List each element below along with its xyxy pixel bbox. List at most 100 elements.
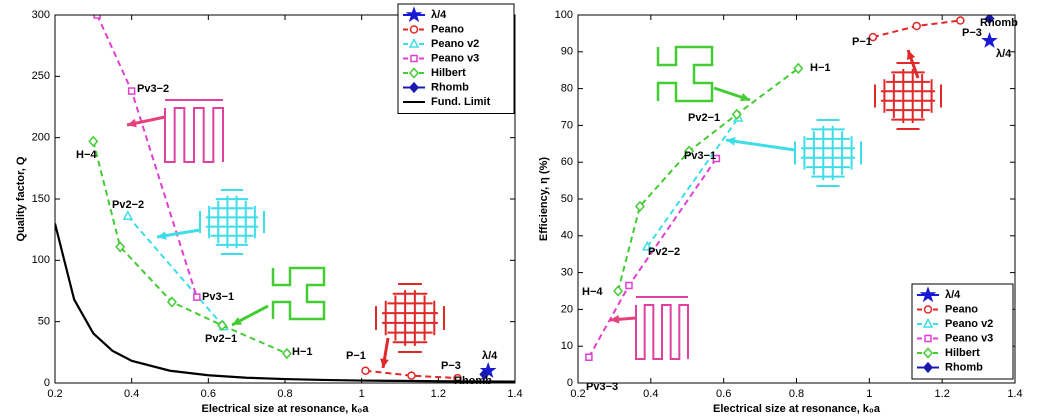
series <box>984 15 995 25</box>
axes-frame <box>54 14 516 384</box>
marker <box>641 240 653 251</box>
x-tick-label: 1.4 <box>507 388 522 400</box>
arrow-head <box>157 231 167 240</box>
annotation: Pv2−1 <box>688 112 720 124</box>
annotation: λ/4 <box>482 350 498 362</box>
meander-icon <box>164 107 224 163</box>
marker <box>731 108 742 120</box>
series-line <box>55 223 515 383</box>
y-tick-label: 50 <box>561 193 573 205</box>
legend-marker <box>410 54 418 63</box>
marker <box>281 347 292 360</box>
annotation: H−4 <box>76 149 97 161</box>
marker <box>88 135 99 147</box>
meander-icon <box>635 304 689 360</box>
x-tick-label: 1 <box>866 388 872 400</box>
legend-marker <box>408 81 420 94</box>
series <box>868 16 965 42</box>
arrow-head <box>232 316 242 325</box>
annotation: Pv2−1 <box>205 333 237 345</box>
y-tick-label: 40 <box>561 230 573 242</box>
annotation: Rhomb <box>980 17 1018 29</box>
series <box>981 31 998 48</box>
series <box>93 15 201 301</box>
legend-label: Peano v3 <box>945 332 993 344</box>
x-tick-label: 0.2 <box>47 388 62 400</box>
annotation: P−3 <box>441 360 461 372</box>
marker <box>634 200 645 212</box>
y-tick-label: 250 <box>32 70 50 82</box>
legend-label: Peano v3 <box>431 52 479 64</box>
y-tick-label: 30 <box>561 267 573 279</box>
y-tick-label: 0 <box>44 377 50 389</box>
legend-marker <box>408 67 420 79</box>
legend-marker <box>922 361 934 374</box>
icons <box>126 45 942 369</box>
series <box>585 154 721 361</box>
marker <box>956 16 965 25</box>
marker <box>625 281 633 290</box>
y-tick-label: 100 <box>32 254 50 266</box>
annotation: Pv3−3 <box>586 381 618 393</box>
x-tick-label: 0.8 <box>277 388 292 400</box>
x-axis-label: Electrical size at resonance, k₀a <box>202 403 370 415</box>
series <box>613 62 804 297</box>
x-tick-label: 1.2 <box>431 388 446 400</box>
marker <box>479 368 490 381</box>
y-axis-label: Quality factor, Q <box>15 156 27 241</box>
legend-label: λ/4 <box>945 289 961 301</box>
arrow-head <box>726 136 736 146</box>
axes-frame <box>577 14 1016 384</box>
annotation: Pv2−2 <box>648 246 680 258</box>
y-tick-label: 150 <box>32 193 50 205</box>
marker <box>712 154 721 163</box>
marker <box>122 210 134 220</box>
legend-marker <box>923 305 933 314</box>
annotation: P−3 <box>962 27 982 39</box>
y-tick-label: 60 <box>561 156 573 168</box>
legend-label: λ/4 <box>431 9 447 21</box>
annotation: Pv2−2 <box>112 199 144 211</box>
marker <box>912 21 921 31</box>
x-tick-label: 0.4 <box>643 388 658 400</box>
legend-label: Peano v2 <box>431 38 479 50</box>
x-tick-label: 0.4 <box>124 388 139 400</box>
arrow-head <box>740 93 750 102</box>
x-tick-label: 0.8 <box>789 388 804 400</box>
marker <box>93 15 101 19</box>
marker <box>407 371 416 380</box>
legend-label: Hilbert <box>945 347 980 359</box>
annotation: H−1 <box>292 346 313 358</box>
annotation: Pv3−1 <box>684 150 716 162</box>
legend-label: Peano <box>431 23 464 35</box>
x-tick-label: 1 <box>359 388 365 400</box>
arrow-head <box>127 118 137 128</box>
marker <box>981 31 998 48</box>
marker <box>684 145 695 157</box>
x-tick-label: 1.2 <box>935 388 950 400</box>
hilbert-icon <box>271 266 326 321</box>
annotation: P−1 <box>346 350 366 362</box>
y-tick-label: 20 <box>561 303 573 315</box>
annotation: λ/4 <box>996 48 1012 60</box>
annotation: Pv3−1 <box>202 291 234 303</box>
x-tick-label: 1.4 <box>1007 388 1022 400</box>
legend-marker <box>405 6 423 23</box>
legend-label: Peano <box>945 303 978 315</box>
marker <box>361 366 370 375</box>
legend-marker <box>922 317 934 328</box>
series-line <box>127 215 225 328</box>
y-axis-label: Efficiency, η (%) <box>538 157 550 241</box>
annotation: Pv3−2 <box>137 83 169 95</box>
x-tick-label: 0.6 <box>201 388 216 400</box>
x-tick-label: 0.6 <box>716 388 731 400</box>
series <box>55 223 515 383</box>
annotation: H−1 <box>810 62 831 74</box>
y-tick-label: 0 <box>567 377 573 389</box>
arrow-head <box>380 358 389 368</box>
y-tick-label: 80 <box>561 83 573 95</box>
legend-marker <box>408 37 420 48</box>
legend-marker <box>919 286 937 303</box>
y-tick-label: 200 <box>32 132 50 144</box>
